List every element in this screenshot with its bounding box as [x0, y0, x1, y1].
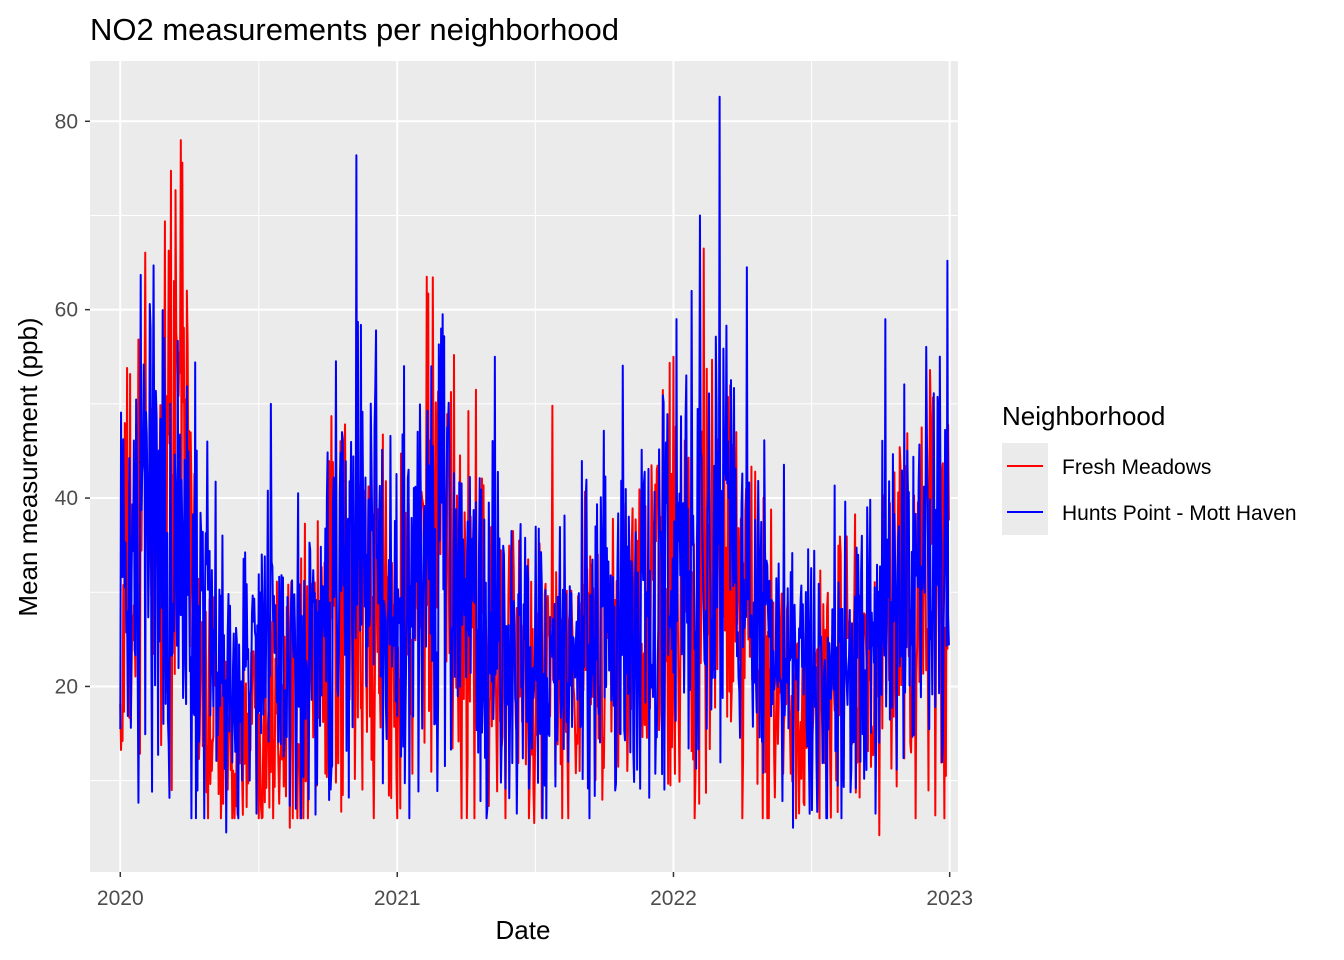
legend-label-hunts-point: Hunts Point - Mott Haven	[1062, 502, 1297, 525]
legend: Neighborhood Fresh Meadows Hunts Point -…	[1002, 401, 1297, 535]
y-tick-label: 40	[55, 487, 78, 510]
y-axis-title: Mean measurement (ppb)	[13, 317, 43, 616]
chart-title: NO2 measurements per neighborhood	[90, 12, 619, 47]
legend-title: Neighborhood	[1002, 401, 1165, 431]
y-tick-label: 20	[55, 675, 78, 698]
x-axis-title: Date	[496, 915, 551, 945]
x-tick-label: 2021	[374, 887, 421, 910]
y-axis: 20 40 60 80	[55, 110, 90, 698]
x-tick-label: 2022	[650, 887, 697, 910]
x-tick-label: 2023	[926, 887, 973, 910]
legend-label-fresh-meadows: Fresh Meadows	[1062, 456, 1211, 479]
x-axis: 2020 2021 2022 2023	[97, 872, 973, 910]
x-tick-label: 2020	[97, 887, 144, 910]
y-tick-label: 80	[55, 110, 78, 133]
series-lines	[119, 95, 950, 837]
series-line-hunts-point-mott-haven	[119, 95, 950, 834]
y-tick-label: 60	[55, 299, 78, 322]
